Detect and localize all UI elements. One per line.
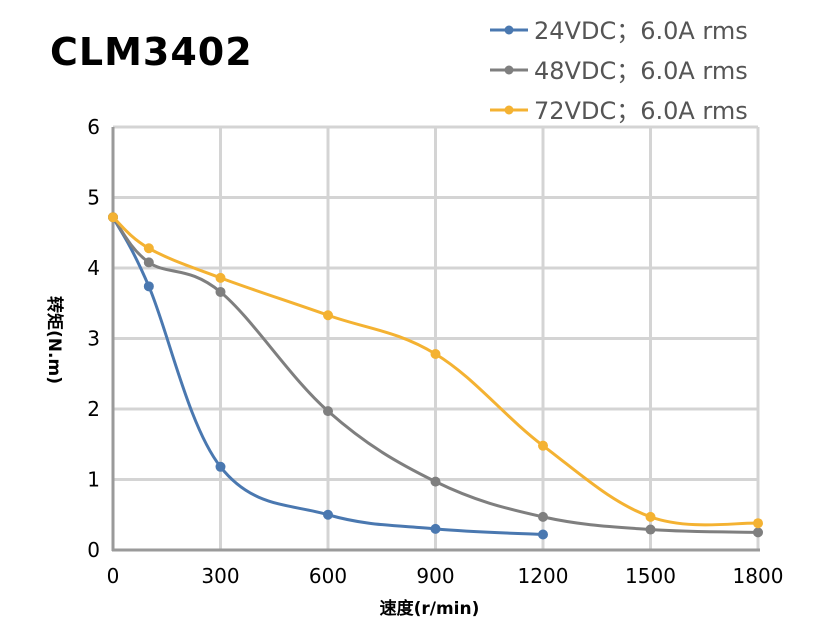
x-tick-label: 300 bbox=[201, 564, 239, 588]
chart-title: CLM3402 bbox=[50, 30, 253, 74]
data-point bbox=[323, 509, 333, 520]
series-line bbox=[111, 216, 759, 534]
data-point bbox=[323, 406, 333, 417]
data-point bbox=[215, 272, 226, 283]
x-tick-label: 900 bbox=[416, 564, 454, 588]
data-point bbox=[143, 257, 154, 268]
legend-item: 24VDC；6.0A rms bbox=[490, 17, 748, 45]
series-3 bbox=[108, 212, 763, 529]
data-point bbox=[538, 529, 548, 540]
y-tick-label: 2 bbox=[87, 397, 100, 421]
legend-item: 48VDC；6.0A rms bbox=[490, 57, 748, 85]
legend-marker bbox=[504, 65, 514, 75]
series-line bbox=[111, 216, 759, 527]
data-point bbox=[143, 281, 154, 292]
y-axis-label: 转矩(N.m) bbox=[44, 296, 65, 384]
legend-marker bbox=[504, 105, 514, 115]
y-tick-label: 3 bbox=[87, 327, 100, 351]
data-point bbox=[753, 527, 763, 538]
y-tick-label: 6 bbox=[87, 115, 100, 139]
data-point bbox=[645, 524, 656, 535]
x-tick-label: 1500 bbox=[625, 564, 676, 588]
y-tick-label: 4 bbox=[87, 256, 100, 280]
x-tick-label: 1800 bbox=[733, 564, 784, 588]
x-tick-label: 1200 bbox=[518, 564, 569, 588]
y-tick-label: 1 bbox=[87, 468, 100, 492]
data-point bbox=[538, 440, 548, 451]
data-point bbox=[538, 511, 548, 522]
data-point bbox=[215, 461, 226, 472]
data-point bbox=[645, 511, 656, 522]
data-point bbox=[108, 212, 118, 223]
data-point bbox=[430, 349, 441, 360]
legend-item: 72VDC；6.0A rms bbox=[490, 97, 748, 125]
data-point bbox=[430, 523, 441, 534]
x-axis-label: 速度(r/min) bbox=[380, 598, 480, 619]
data-point bbox=[143, 243, 154, 254]
data-point bbox=[215, 286, 226, 297]
y-tick-label: 0 bbox=[87, 538, 100, 562]
legend-label: 24VDC；6.0A rms bbox=[534, 17, 748, 45]
x-tick-label: 600 bbox=[309, 564, 347, 588]
x-tick-label: 0 bbox=[107, 564, 120, 588]
data-point bbox=[430, 476, 441, 487]
legend-label: 72VDC；6.0A rms bbox=[534, 97, 748, 125]
legend-marker bbox=[504, 25, 514, 35]
data-point bbox=[753, 518, 763, 529]
legend-label: 48VDC；6.0A rms bbox=[534, 57, 748, 85]
y-tick-label: 5 bbox=[87, 186, 100, 210]
data-point bbox=[323, 310, 333, 321]
